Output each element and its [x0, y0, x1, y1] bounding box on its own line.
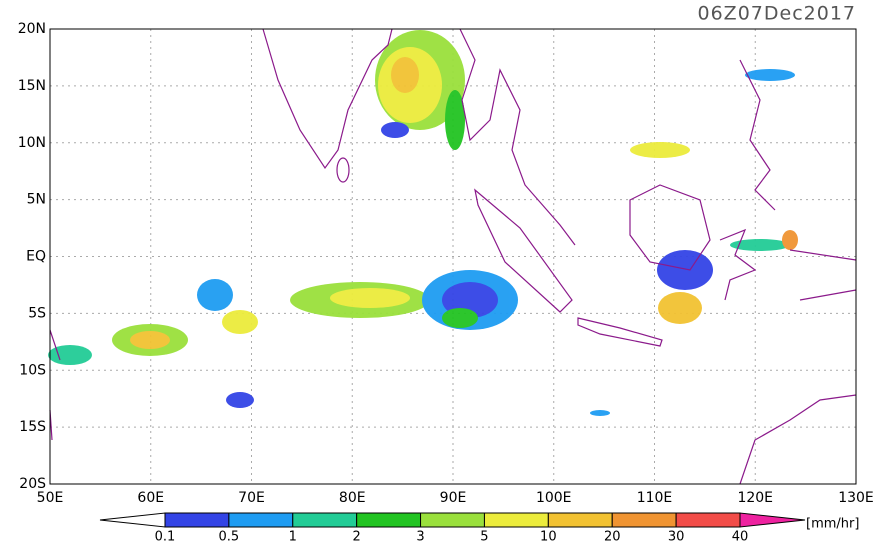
- colorbar-segment: [164, 512, 230, 528]
- rain-area: [226, 392, 254, 408]
- coastline: [577, 317, 663, 347]
- rain-area: [730, 239, 790, 251]
- lon-label: 50E: [37, 490, 64, 506]
- colorbar-segment: [420, 512, 485, 528]
- colorbar-unit: [mm/hr]: [806, 517, 859, 532]
- rain-area: [381, 122, 409, 138]
- colorbar-segment: [675, 512, 741, 528]
- coastline: [474, 188, 573, 313]
- rain-area: [657, 250, 713, 290]
- coastline: [629, 184, 711, 271]
- rain-area: [197, 279, 233, 311]
- coastline: [262, 28, 393, 170]
- rain-area: [130, 331, 170, 349]
- lat-label: 15S: [19, 419, 46, 435]
- colorbar-label: 20: [604, 530, 621, 545]
- lat-label: 15N: [18, 78, 46, 94]
- rain-area: [745, 69, 795, 81]
- lon-label: 80E: [339, 490, 366, 506]
- lat-label: EQ: [26, 249, 46, 265]
- precipitation: [48, 30, 798, 416]
- coastline: [336, 157, 350, 183]
- lat-label: 10S: [19, 362, 46, 378]
- rain-area: [222, 310, 258, 334]
- colorbar-segment: [611, 512, 677, 528]
- colorbar-label: 3: [416, 530, 424, 545]
- lon-label: 130E: [838, 490, 874, 506]
- lat-label: 5N: [27, 192, 46, 208]
- colorbar-segment: [739, 512, 806, 528]
- lon-label: 60E: [137, 490, 164, 506]
- colorbar-segment: [228, 512, 294, 528]
- lon-label: 120E: [737, 490, 773, 506]
- colorbar-segment: [99, 512, 166, 528]
- rain-area: [330, 288, 410, 308]
- coastline: [789, 249, 857, 301]
- lon-label: 90E: [440, 490, 467, 506]
- rain-area: [445, 90, 465, 150]
- lat-label: 20S: [19, 476, 46, 492]
- rain-area: [442, 308, 478, 328]
- colorbar-label: 40: [732, 530, 749, 545]
- lat-label: 10N: [18, 135, 46, 151]
- colorbar-segment: [547, 512, 613, 528]
- lat-label: 20N: [18, 21, 46, 37]
- rain-area: [658, 292, 702, 324]
- colorbar-label: 0.1: [155, 530, 176, 545]
- lon-label: 110E: [637, 490, 673, 506]
- colorbar-segment: [483, 512, 549, 528]
- lon-label: 100E: [536, 490, 572, 506]
- colorbar-label: 2: [353, 530, 361, 545]
- colorbar-label: 1: [289, 530, 297, 545]
- coastline: [719, 228, 757, 301]
- coastline: [739, 394, 857, 485]
- colorbar-label: 5: [480, 530, 488, 545]
- rain-area: [782, 230, 798, 250]
- colorbar-segment: [356, 512, 422, 528]
- colorbar-label: 30: [668, 530, 685, 545]
- coastline: [739, 59, 776, 211]
- rain-area: [630, 142, 690, 158]
- colorbar: 0.1 0.5 1 2 3 5 10 20 30 40: [99, 512, 806, 545]
- colorbar-label: 0.5: [219, 530, 240, 545]
- lon-label: 70E: [238, 490, 265, 506]
- title: 06Z07Dec2017: [698, 3, 857, 25]
- colorbar-label: 10: [540, 530, 557, 545]
- map-frame: [49, 28, 857, 485]
- rain-area: [590, 410, 610, 416]
- rain-area: [48, 345, 92, 365]
- lat-label: 5S: [28, 305, 46, 321]
- rain-area: [391, 57, 419, 93]
- colorbar-segment: [292, 512, 358, 528]
- coastline: [459, 28, 576, 246]
